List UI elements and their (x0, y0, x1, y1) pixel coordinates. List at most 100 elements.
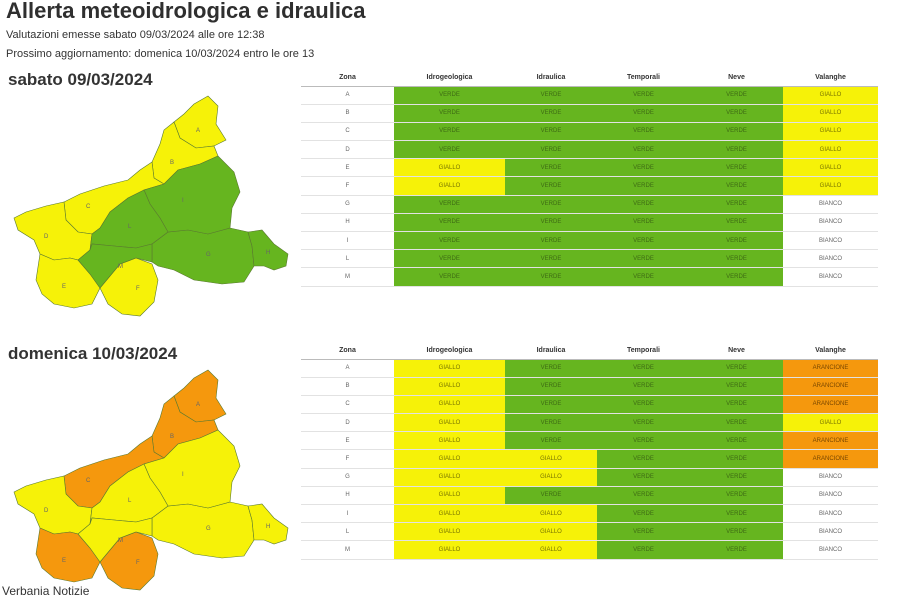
alert-level-cell: VERDE (597, 213, 690, 233)
alert-level-cell: VERDE (597, 504, 690, 524)
map-label-b: B (170, 160, 174, 166)
alert-level-cell: VERDE (690, 486, 783, 506)
zone-cell: H (301, 213, 394, 233)
alert-level-cell: BIANCO (783, 231, 878, 251)
column-header: Zona (301, 343, 394, 360)
alert-level-cell: BIANCO (783, 249, 878, 269)
zone-cell: G (301, 195, 394, 214)
zone-cell: I (301, 504, 394, 524)
column-header: Neve (690, 343, 783, 360)
alert-level-cell: GIALLO (783, 158, 878, 178)
map-zone-h (247, 503, 289, 545)
alert-level-cell: VERDE (394, 267, 505, 287)
table-row: F GIALLO VERDE VERDE VERDE GIALLO (301, 176, 878, 196)
zone-cell: B (301, 377, 394, 396)
table-row: H VERDE VERDE VERDE VERDE BIANCO (301, 213, 878, 233)
column-header: Neve (690, 70, 783, 87)
table-row: I GIALLO GIALLO VERDE VERDE BIANCO (301, 504, 878, 524)
map-zone-m (77, 243, 153, 289)
alert-level-cell: VERDE (597, 158, 690, 178)
alert-level-cell: GIALLO (394, 431, 505, 451)
alert-level-cell: VERDE (597, 413, 690, 433)
table-row: M VERDE VERDE VERDE VERDE BIANCO (301, 267, 878, 287)
alert-level-cell: VERDE (597, 449, 690, 469)
map-label-g: G (206, 526, 211, 532)
zone-cell: D (301, 413, 394, 433)
alert-level-cell: VERDE (690, 431, 783, 451)
day-title-sunday: domenica 10/03/2024 (8, 344, 178, 363)
alert-level-cell: BIANCO (783, 267, 878, 287)
alert-level-cell: VERDE (394, 104, 505, 123)
alert-level-cell: VERDE (597, 195, 690, 214)
map-zone-g (151, 501, 255, 559)
column-header: Valanghe (783, 343, 878, 360)
table-row: L GIALLO GIALLO VERDE VERDE BIANCO (301, 522, 878, 542)
alert-level-cell: VERDE (505, 395, 597, 415)
alert-level-cell: VERDE (597, 176, 690, 196)
next-update-text: Prossimo aggiornamento: domenica 10/03/2… (6, 48, 315, 60)
alert-level-cell: VERDE (597, 486, 690, 506)
alert-table-sunday: Zona Idrogeologica Idraulica Temporali Neve V… (301, 343, 878, 560)
map-label-h: H (266, 250, 270, 256)
map-label-g: G (206, 252, 211, 258)
alert-level-cell: VERDE (505, 176, 597, 196)
alert-level-cell: GIALLO (505, 540, 597, 560)
alert-level-cell: VERDE (597, 522, 690, 542)
table-row: E GIALLO VERDE VERDE VERDE GIALLO (301, 158, 878, 178)
alert-level-cell: BIANCO (783, 486, 878, 506)
source-credit: Verbania Notizie (2, 584, 90, 598)
page-title: Allerta meteoidrologica e idraulica (6, 0, 366, 23)
alert-level-cell: VERDE (690, 359, 783, 378)
map-label-e: E (62, 558, 66, 564)
table-row: I VERDE VERDE VERDE VERDE BIANCO (301, 231, 878, 251)
alert-level-cell: GIALLO (394, 377, 505, 396)
alert-level-cell: GIALLO (394, 449, 505, 469)
alert-level-cell: VERDE (690, 104, 783, 123)
alert-level-cell: VERDE (690, 176, 783, 196)
alert-level-cell: VERDE (690, 231, 783, 251)
table-row: M GIALLO GIALLO VERDE VERDE BIANCO (301, 540, 878, 560)
map-zone-m (77, 517, 153, 563)
alert-level-cell: VERDE (597, 431, 690, 451)
alert-level-cell: GIALLO (783, 104, 878, 123)
alert-level-cell: GIALLO (394, 468, 505, 487)
alert-level-cell: VERDE (394, 122, 505, 142)
alert-level-cell: VERDE (394, 86, 505, 105)
table-row: G VERDE VERDE VERDE VERDE BIANCO (301, 195, 878, 214)
column-header: Temporali (597, 70, 690, 87)
day-title-saturday: sabato 09/03/2024 (8, 70, 153, 89)
alert-level-cell: VERDE (505, 267, 597, 287)
column-header: Valanghe (783, 70, 878, 87)
alert-level-cell: ARANCIONE (783, 449, 878, 469)
alert-level-cell: GIALLO (505, 522, 597, 542)
alert-level-cell: VERDE (597, 86, 690, 105)
zone-cell: A (301, 86, 394, 105)
alert-level-cell: GIALLO (783, 86, 878, 105)
map-label-f: F (136, 560, 140, 566)
alert-level-cell: VERDE (690, 522, 783, 542)
alert-level-cell: GIALLO (394, 486, 505, 506)
alert-level-cell: VERDE (597, 122, 690, 142)
alert-level-cell: BIANCO (783, 195, 878, 214)
alert-level-cell: VERDE (690, 122, 783, 142)
map-label-i: I (182, 198, 184, 204)
table-row: D GIALLO VERDE VERDE VERDE GIALLO (301, 413, 878, 433)
alert-level-cell: VERDE (394, 195, 505, 214)
issued-text: Valutazioni emesse sabato 09/03/2024 all… (6, 29, 265, 41)
map-zone-e (35, 253, 101, 309)
alert-level-cell: VERDE (394, 140, 505, 160)
zone-cell: H (301, 486, 394, 506)
alert-level-cell: GIALLO (394, 176, 505, 196)
table-header-row: Zona Idrogeologica Idraulica Temporali Neve V… (301, 343, 878, 360)
alert-level-cell: BIANCO (783, 213, 878, 233)
column-header: Idrogeologica (394, 70, 505, 87)
alert-level-cell: VERDE (505, 158, 597, 178)
table-row: C VERDE VERDE VERDE VERDE GIALLO (301, 122, 878, 142)
alert-level-cell: VERDE (505, 122, 597, 142)
alert-level-cell: GIALLO (505, 504, 597, 524)
map-zone-g (151, 227, 255, 285)
alert-level-cell: VERDE (505, 377, 597, 396)
alert-level-cell: VERDE (505, 249, 597, 269)
alert-level-cell: GIALLO (505, 449, 597, 469)
alert-level-cell: VERDE (690, 86, 783, 105)
